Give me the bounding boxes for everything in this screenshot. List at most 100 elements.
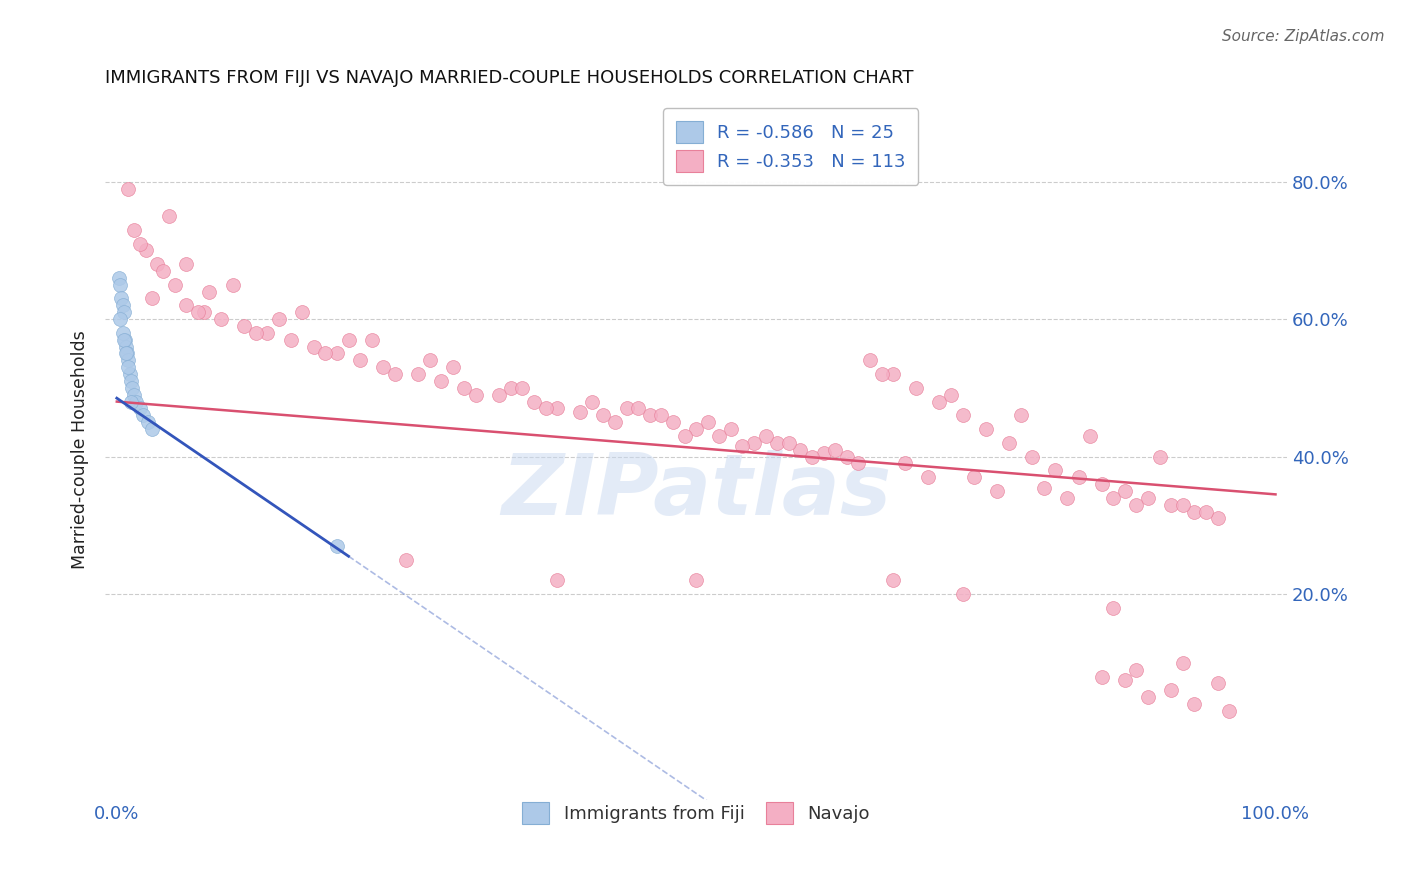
Point [1102,600,1125,615]
Point [122,388,145,402]
Point [709,429,731,443]
Point [267,312,290,326]
Point [1206,511,1229,525]
Point [1114,673,1136,687]
Point [146,257,169,271]
Point [1010,409,1032,423]
Point [963,470,986,484]
Point [193,305,215,319]
Point [122,223,145,237]
Point [1218,704,1240,718]
Point [1102,491,1125,505]
Point [546,401,568,416]
Point [952,409,974,423]
Point [406,367,429,381]
Point [1056,491,1078,505]
Point [163,277,186,292]
Point [112,333,135,347]
Point [512,381,534,395]
Text: Source: ZipAtlas.com: Source: ZipAtlas.com [1222,29,1385,44]
Point [1021,450,1043,464]
Point [465,388,488,402]
Point [129,236,152,251]
Point [1206,676,1229,690]
Point [115,346,138,360]
Point [650,409,672,423]
Point [136,415,159,429]
Point [928,394,950,409]
Point [117,360,139,375]
Point [117,181,139,195]
Point [986,483,1008,498]
Point [176,257,198,271]
Point [326,346,349,360]
Point [905,381,928,395]
Point [939,388,962,402]
Point [1160,683,1182,698]
Text: ZIPatlas: ZIPatlas [501,450,891,533]
Point [581,394,603,409]
Point [349,353,371,368]
Point [430,374,453,388]
Point [488,388,510,402]
Point [638,409,661,423]
Point [141,422,163,436]
Point [616,401,638,416]
Point [755,429,778,443]
Point [859,353,882,368]
Point [114,333,136,347]
Point [1091,669,1114,683]
Point [1091,477,1114,491]
Point [157,209,180,223]
Point [917,470,939,484]
Point [998,435,1021,450]
Point [731,439,754,453]
Point [121,381,143,395]
Point [115,340,138,354]
Point [117,353,139,368]
Point [209,312,232,326]
Point [125,394,148,409]
Point [176,298,198,312]
Point [1171,498,1194,512]
Point [1067,470,1090,484]
Point [499,381,522,395]
Point [110,292,132,306]
Point [720,422,742,436]
Point [523,394,546,409]
Point [280,333,302,347]
Point [1045,463,1067,477]
Point [882,367,904,381]
Point [870,367,893,381]
Point [848,457,870,471]
Point [108,271,131,285]
Point [534,401,557,416]
Point [314,346,336,360]
Point [1125,663,1147,677]
Point [233,318,256,333]
Point [685,574,707,588]
Point [1160,498,1182,512]
Point [111,298,134,312]
Point [882,574,904,588]
Point [441,360,464,375]
Point [135,244,157,258]
Point [1114,483,1136,498]
Point [453,381,475,395]
Y-axis label: Married-couple Households: Married-couple Households [72,330,89,569]
Point [373,360,395,375]
Point [1182,504,1205,518]
Point [1078,429,1101,443]
Point [1195,504,1218,518]
Point [245,326,267,340]
Point [696,415,718,429]
Point [152,264,174,278]
Text: IMMIGRANTS FROM FIJI VS NAVAJO MARRIED-COUPLE HOUSEHOLDS CORRELATION CHART: IMMIGRANTS FROM FIJI VS NAVAJO MARRIED-C… [105,69,914,87]
Point [592,409,614,423]
Point [627,401,650,416]
Point [1182,697,1205,711]
Point [1149,450,1171,464]
Point [1125,498,1147,512]
Legend: Immigrants from Fiji, Navajo: Immigrants from Fiji, Navajo [513,793,879,833]
Point [835,450,858,464]
